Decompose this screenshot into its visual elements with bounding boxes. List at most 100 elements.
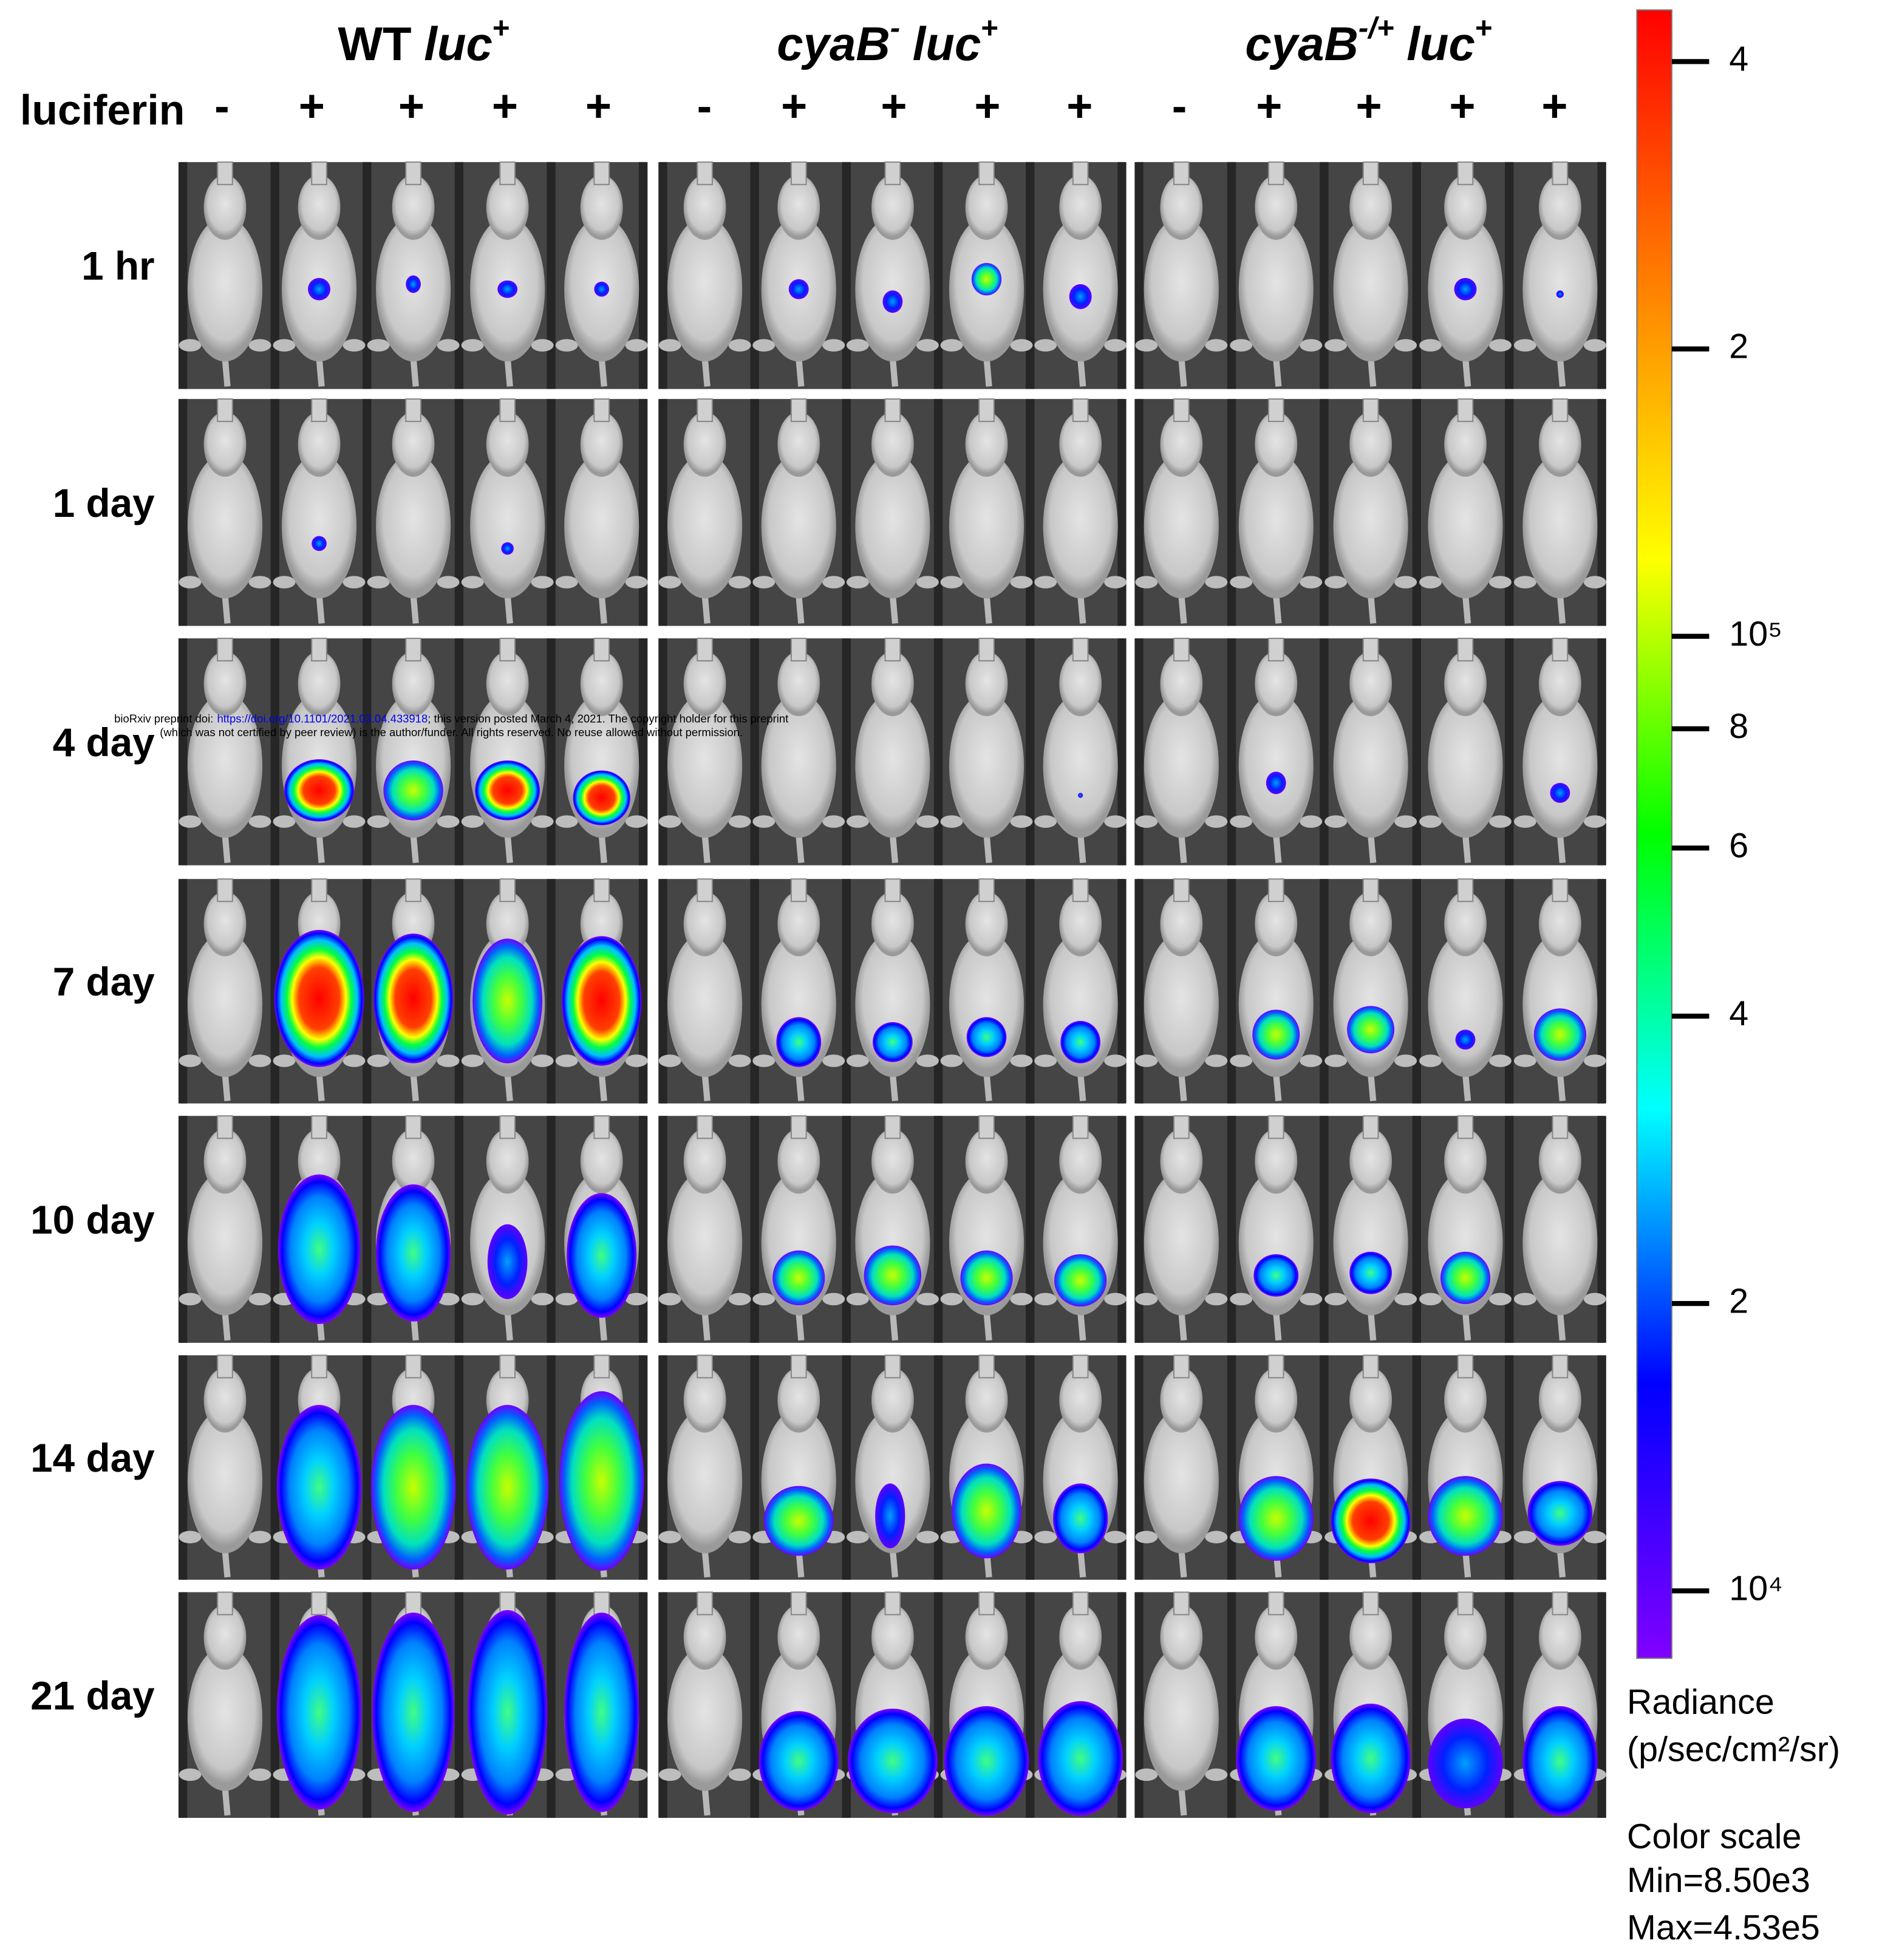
bioluminescence xyxy=(1053,1483,1108,1553)
cage-stripe xyxy=(271,399,279,626)
cage-stripe xyxy=(1505,1116,1513,1343)
mouse-leg xyxy=(916,576,939,589)
cage-stripe xyxy=(1026,162,1034,389)
cage-stripe xyxy=(1227,1116,1236,1343)
bioluminescence xyxy=(564,1613,639,1812)
mouse-tail xyxy=(1465,595,1468,623)
mouse-leg xyxy=(1034,339,1057,352)
cage-stripe xyxy=(547,399,555,626)
nose-cone xyxy=(979,162,994,185)
nose-cone xyxy=(1553,162,1568,185)
mouse-tail xyxy=(1560,358,1563,386)
mouse-leg xyxy=(556,1054,578,1067)
mouse-leg xyxy=(1584,1531,1606,1543)
mouse-leg xyxy=(1489,576,1512,589)
mouse-tail xyxy=(1276,1073,1278,1101)
group-header: cyaB-/+luc+ xyxy=(1245,11,1492,70)
cage-stripe xyxy=(1227,1355,1236,1580)
bioluminescence xyxy=(559,1391,644,1571)
mouse-leg xyxy=(1324,339,1347,352)
nose-cone xyxy=(406,1355,421,1378)
cage-stripe xyxy=(658,638,667,866)
cage-stripe xyxy=(455,162,463,389)
mouse-leg xyxy=(179,576,202,589)
bioluminescence xyxy=(952,1464,1021,1559)
mouse-leg xyxy=(1489,1054,1512,1067)
nose-cone xyxy=(1363,638,1379,661)
nose-cone xyxy=(217,399,233,422)
nose-cone xyxy=(594,879,609,901)
nose-cone xyxy=(594,1355,609,1378)
mouse-tail xyxy=(1371,834,1373,862)
luciferin-sign: + xyxy=(1449,81,1475,131)
mouse-leg xyxy=(1300,576,1322,589)
mouse-tail xyxy=(414,834,416,862)
nose-cone xyxy=(979,1355,994,1378)
mouse-tail xyxy=(893,1073,895,1101)
colorbar-tick-label: 10⁴ xyxy=(1729,1569,1783,1608)
mouse-tail xyxy=(1560,595,1563,623)
bioluminescence xyxy=(1239,1476,1314,1561)
mouse-tail xyxy=(893,834,895,862)
bioluminescence xyxy=(864,1246,921,1306)
nose-cone xyxy=(1363,1592,1379,1614)
cage-stripe xyxy=(1117,162,1126,389)
nose-cone xyxy=(1553,1592,1568,1614)
cage-stripe xyxy=(934,399,942,626)
mouse-leg xyxy=(822,1293,845,1306)
nose-cone xyxy=(979,879,994,901)
nose-cone xyxy=(1458,399,1473,422)
bioluminescence xyxy=(1550,783,1570,803)
bioluminescence xyxy=(1522,1706,1597,1816)
nose-cone xyxy=(1073,879,1088,901)
nose-cone xyxy=(1269,1355,1284,1378)
mouse-leg xyxy=(752,1293,775,1306)
bioluminescence xyxy=(875,1483,905,1548)
mouse-leg xyxy=(1205,1054,1227,1067)
colorbar-tick-label: 4 xyxy=(1729,994,1748,1033)
mouse-leg xyxy=(179,1293,202,1306)
mouse-leg xyxy=(531,1054,554,1067)
nose-cone xyxy=(1269,638,1284,661)
mouse-leg xyxy=(1419,1054,1442,1067)
cage-stripe xyxy=(842,879,851,1104)
colorbar-tick-label: 4 xyxy=(1729,40,1748,79)
row-label: 7 day xyxy=(53,960,155,1004)
nose-cone xyxy=(1174,638,1189,661)
cage-stripe xyxy=(842,1592,851,1818)
luciferin-sign: + xyxy=(1256,81,1282,131)
mouse-tail xyxy=(225,834,227,862)
group-header: WTluc+ xyxy=(338,11,510,70)
bioluminescence xyxy=(308,278,330,301)
bioluminescence xyxy=(383,760,443,821)
nose-cone xyxy=(1269,399,1284,422)
nose-cone xyxy=(1363,1116,1379,1138)
nose-cone xyxy=(979,638,994,661)
nose-cone xyxy=(791,1355,806,1378)
legend-color-scale: Color scale xyxy=(1627,1817,1801,1856)
group-label: WT xyxy=(338,17,411,70)
mouse-tail xyxy=(1276,834,1278,862)
cage-stripe xyxy=(1026,879,1034,1104)
nose-cone xyxy=(1073,162,1088,185)
mouse-leg xyxy=(1034,1293,1057,1306)
mouse-tail xyxy=(319,595,322,623)
cage-stripe xyxy=(1134,399,1143,626)
mouse-leg xyxy=(1489,815,1512,828)
mouse-leg xyxy=(659,576,681,589)
bioluminescence xyxy=(1069,284,1092,309)
mouse-tail xyxy=(414,1073,416,1101)
mouse-leg xyxy=(1135,815,1157,828)
cage-stripe xyxy=(1597,1116,1606,1343)
mouse-leg xyxy=(179,1769,202,1781)
cage-stripe xyxy=(1413,638,1421,866)
nose-cone xyxy=(1174,1592,1189,1614)
bioluminescence xyxy=(944,1706,1029,1816)
mouse-leg xyxy=(1135,1531,1157,1543)
mouse-leg xyxy=(1324,1293,1347,1306)
nose-cone xyxy=(500,1116,515,1138)
cage-stripe xyxy=(179,879,187,1104)
cage-stripe xyxy=(639,1592,647,1818)
mouse-leg xyxy=(248,1293,271,1306)
mouse-tail xyxy=(705,358,707,386)
